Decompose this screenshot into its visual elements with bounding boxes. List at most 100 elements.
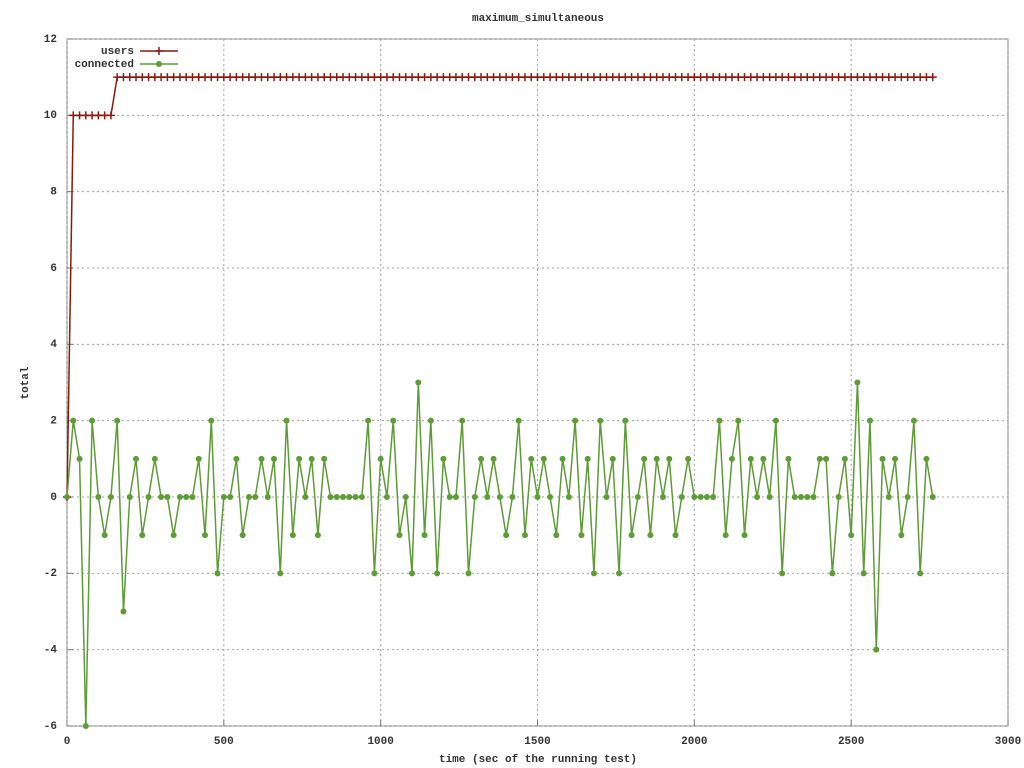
point-marker xyxy=(427,417,434,424)
point-marker xyxy=(716,417,723,424)
point-marker xyxy=(772,417,779,424)
point-marker xyxy=(490,455,497,462)
point-marker xyxy=(923,455,930,462)
point-marker xyxy=(459,417,466,424)
point-marker xyxy=(76,455,83,462)
point-marker xyxy=(898,532,905,539)
point-marker xyxy=(722,532,729,539)
y-tick-label: 0 xyxy=(50,492,57,504)
point-marker xyxy=(308,455,315,462)
point-marker xyxy=(64,494,70,500)
point-marker xyxy=(754,494,761,500)
point-marker xyxy=(590,570,597,577)
y-axis-label: total xyxy=(20,366,32,399)
point-marker xyxy=(685,455,692,462)
point-marker xyxy=(264,494,271,500)
point-marker xyxy=(747,455,754,462)
x-tick-label: 2500 xyxy=(838,736,864,748)
point-marker xyxy=(829,570,836,577)
point-marker xyxy=(358,494,365,500)
point-marker xyxy=(910,417,917,424)
point-marker xyxy=(371,570,378,577)
y-tick-label: 6 xyxy=(50,263,57,275)
point-marker xyxy=(609,455,616,462)
point-marker xyxy=(434,570,441,577)
x-tick-label: 1000 xyxy=(367,736,393,748)
point-marker xyxy=(70,417,77,424)
point-marker xyxy=(641,455,648,462)
point-marker xyxy=(791,494,798,500)
point-marker xyxy=(672,532,679,539)
point-marker xyxy=(151,455,158,462)
point-marker xyxy=(440,455,447,462)
y-tick-label: -6 xyxy=(44,721,57,733)
chart-title: maximum_simultaneous xyxy=(472,13,604,25)
point-marker xyxy=(327,494,334,500)
point-marker xyxy=(421,532,428,539)
point-marker xyxy=(496,494,503,500)
point-marker xyxy=(314,532,321,539)
point-marker xyxy=(283,417,290,424)
point-marker xyxy=(534,494,541,500)
point-marker xyxy=(390,417,397,424)
point-marker xyxy=(409,570,416,577)
point-marker xyxy=(741,532,748,539)
point-marker xyxy=(377,455,384,462)
point-marker xyxy=(289,532,296,539)
point-marker xyxy=(879,455,886,462)
point-marker xyxy=(710,494,717,500)
point-marker xyxy=(106,111,115,120)
x-axis-label: time (sec of the running test) xyxy=(439,754,637,766)
point-marker xyxy=(383,494,390,500)
point-marker xyxy=(183,494,190,500)
point-marker xyxy=(139,532,146,539)
point-marker xyxy=(252,494,259,500)
point-marker xyxy=(214,570,221,577)
legend-label: connected xyxy=(75,59,134,71)
plot-frame xyxy=(66,38,1009,727)
point-marker xyxy=(446,494,453,500)
y-tick-label: 2 xyxy=(50,416,57,428)
point-marker xyxy=(176,494,183,500)
point-marker xyxy=(365,417,372,424)
point-marker xyxy=(653,455,660,462)
point-marker xyxy=(478,455,485,462)
legend-label: users xyxy=(101,46,134,58)
point-marker xyxy=(352,494,359,500)
point-marker xyxy=(528,455,535,462)
point-marker xyxy=(145,494,152,500)
point-marker xyxy=(691,494,698,500)
y-tick-label: 10 xyxy=(44,110,57,122)
point-marker xyxy=(728,455,735,462)
y-tick-label: -4 xyxy=(44,645,58,657)
point-marker xyxy=(928,73,937,82)
point-marker xyxy=(873,646,880,653)
point-marker xyxy=(622,417,629,424)
point-marker xyxy=(823,455,830,462)
point-marker xyxy=(616,570,623,577)
point-marker xyxy=(578,532,585,539)
point-marker xyxy=(904,494,911,500)
point-marker xyxy=(892,455,899,462)
point-marker xyxy=(515,417,522,424)
point-marker xyxy=(866,417,873,424)
point-marker xyxy=(333,494,340,500)
point-marker xyxy=(133,455,140,462)
point-marker xyxy=(703,494,710,500)
point-marker xyxy=(465,570,472,577)
point-marker xyxy=(321,455,328,462)
point-marker xyxy=(760,455,767,462)
point-marker xyxy=(841,455,848,462)
legend-marker xyxy=(156,61,162,67)
point-marker xyxy=(189,494,196,500)
point-marker xyxy=(835,494,842,500)
point-marker xyxy=(484,494,491,500)
point-marker xyxy=(797,494,804,500)
point-marker xyxy=(666,455,673,462)
point-marker xyxy=(521,532,528,539)
point-marker xyxy=(346,494,353,500)
legend-marker xyxy=(155,47,163,55)
point-marker xyxy=(233,455,240,462)
point-marker xyxy=(659,494,666,500)
point-marker xyxy=(402,494,409,500)
